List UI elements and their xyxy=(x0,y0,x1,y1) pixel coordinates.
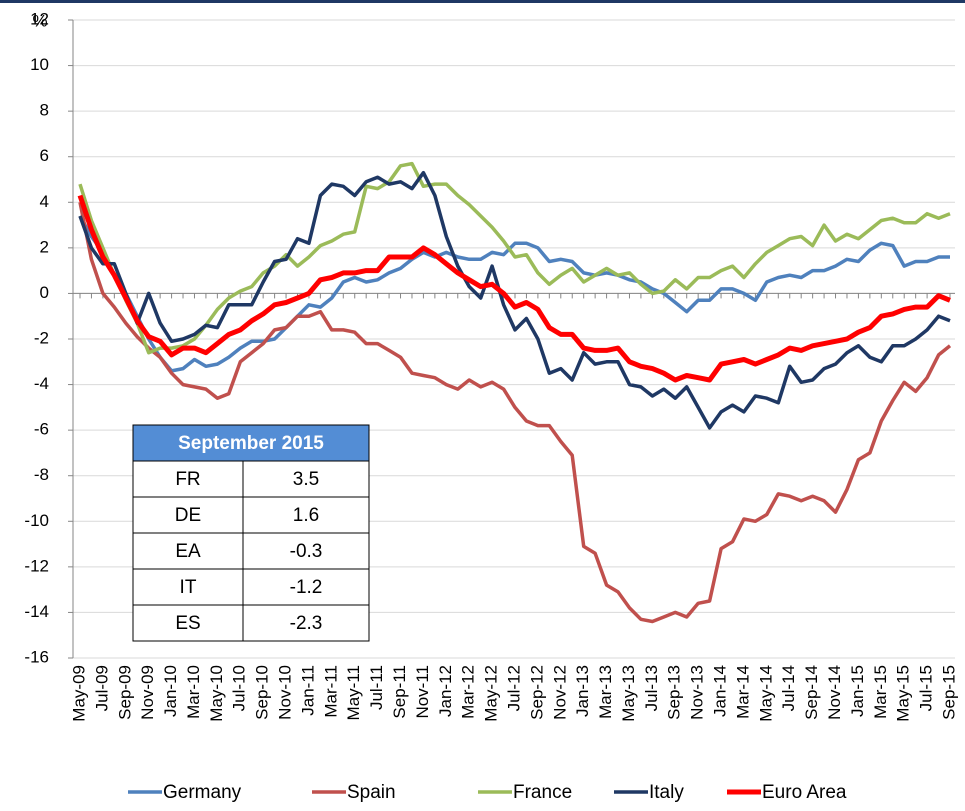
top-border xyxy=(0,0,965,3)
series-line xyxy=(78,215,950,373)
x-tick-label: May-14 xyxy=(756,665,775,722)
legend-label: Spain xyxy=(347,782,396,803)
x-tick-label: Jul-15 xyxy=(917,665,936,711)
x-tick-label: Mar-13 xyxy=(596,665,615,719)
x-tick-label: Sep-15 xyxy=(939,665,958,720)
x-tick-label: Jul-13 xyxy=(642,665,661,711)
x-tick-label: Mar-14 xyxy=(733,665,752,719)
series-line xyxy=(78,201,952,624)
x-tick-label: Mar-10 xyxy=(184,665,203,719)
table-value: 3.5 xyxy=(293,469,319,490)
x-tick-label: Nov-12 xyxy=(550,665,569,720)
x-tick-label: Jan-11 xyxy=(298,665,317,716)
x-tick-label: May-09 xyxy=(69,665,88,722)
x-tick-label: Jan-10 xyxy=(161,665,180,717)
x-tick-label: Nov-09 xyxy=(138,665,157,720)
legend-label: Euro Area xyxy=(762,782,847,803)
y-tick-label: -2 xyxy=(34,328,49,347)
x-tick-label: Sep-10 xyxy=(253,665,272,720)
y-tick-label: 12 xyxy=(30,9,49,28)
x-tick-label: May-10 xyxy=(207,665,226,722)
table-cell xyxy=(132,568,244,606)
y-tick-label: -16 xyxy=(24,647,49,666)
x-tick-label: Mar-15 xyxy=(871,665,890,719)
table-cell xyxy=(242,604,370,642)
x-tick-label: Jul-12 xyxy=(504,665,523,711)
table-header-bg xyxy=(132,424,370,462)
x-tick-label: May-13 xyxy=(619,665,638,722)
table-cell xyxy=(132,460,244,498)
table-country: ES xyxy=(175,613,200,634)
table-cell xyxy=(242,496,370,534)
x-tick-label: May-15 xyxy=(894,665,913,722)
table-header: September 2015 xyxy=(178,433,324,454)
x-tick-label: Nov-10 xyxy=(276,665,295,720)
legend-label: Germany xyxy=(163,782,242,803)
x-tick-label: Mar-11 xyxy=(321,665,340,718)
y-tick-label: -10 xyxy=(24,511,49,530)
y-tick-label: 4 xyxy=(40,192,49,211)
legend-label: France xyxy=(513,782,572,803)
table-cell xyxy=(242,568,370,606)
x-tick-label: Jul-09 xyxy=(92,665,111,711)
y-tick-label: 8 xyxy=(40,101,49,120)
y-tick-label: -14 xyxy=(24,602,49,621)
table-value: -2.3 xyxy=(290,613,323,634)
table-cell xyxy=(132,496,244,534)
x-tick-label: Jul-11 xyxy=(367,665,386,710)
y-tick-label: 6 xyxy=(40,146,49,165)
x-tick-label: Sep-12 xyxy=(527,665,546,720)
table-country: EA xyxy=(175,541,201,562)
x-tick-label: Mar-12 xyxy=(459,665,478,719)
y-axis-label: % xyxy=(32,11,47,30)
series-line xyxy=(78,170,951,430)
table-value: -0.3 xyxy=(290,541,323,562)
y-tick-label: -4 xyxy=(34,374,49,393)
x-tick-label: Jan-12 xyxy=(436,665,455,717)
x-tick-label: Jul-10 xyxy=(230,665,249,711)
x-tick-label: Jul-14 xyxy=(779,665,798,711)
table-cell xyxy=(132,604,244,642)
x-tick-label: Jan-13 xyxy=(573,665,592,717)
y-tick-label: 2 xyxy=(40,237,49,256)
x-tick-label: Jan-15 xyxy=(848,665,867,717)
x-tick-label: Sep-14 xyxy=(802,665,821,720)
table-cell xyxy=(242,460,370,498)
x-tick-label: May-12 xyxy=(482,665,501,722)
y-tick-label: -6 xyxy=(34,420,49,439)
legend-label: Italy xyxy=(649,782,684,803)
table-value: -1.2 xyxy=(290,577,323,598)
x-tick-label: Sep-11 xyxy=(390,665,409,719)
table-value: 1.6 xyxy=(293,505,319,526)
series-line xyxy=(77,194,951,383)
table-country: DE xyxy=(175,505,201,526)
y-tick-label: -12 xyxy=(24,556,49,575)
x-tick-label: Sep-13 xyxy=(665,665,684,720)
table-country: IT xyxy=(180,577,197,598)
x-tick-label: May-11 xyxy=(344,665,363,720)
y-tick-label: 10 xyxy=(30,55,49,74)
y-tick-label: 0 xyxy=(40,283,49,302)
y-tick-label: -8 xyxy=(34,465,49,484)
x-tick-label: Jan-14 xyxy=(711,665,730,717)
x-tick-label: Sep-09 xyxy=(115,665,134,720)
x-tick-label: Nov-14 xyxy=(825,665,844,720)
x-tick-label: Nov-11 xyxy=(413,665,432,719)
series-line xyxy=(78,161,951,355)
x-tick-label: Nov-13 xyxy=(688,665,707,720)
table-country: FR xyxy=(175,469,200,490)
